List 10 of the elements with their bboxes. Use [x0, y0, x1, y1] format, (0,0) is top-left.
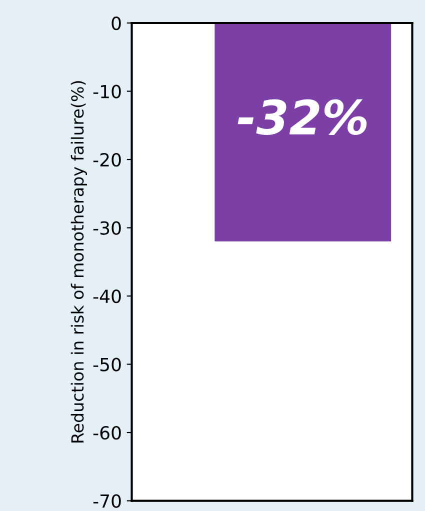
y-tick-label: -50 [93, 358, 121, 372]
y-tick-label: -30 [93, 221, 121, 235]
y-tick-label: -10 [93, 84, 121, 98]
y-tick-label: 0 [112, 16, 121, 30]
data-label: -32% [238, 99, 367, 135]
y-tick-label: -70 [93, 494, 121, 508]
y-tick-label: -20 [93, 152, 121, 167]
y-tick-label: -60 [93, 426, 121, 440]
y-tick-label: -40 [93, 289, 121, 304]
y-axis-title: Reduction in risk of monotherapy failure(%) [70, 81, 87, 442]
